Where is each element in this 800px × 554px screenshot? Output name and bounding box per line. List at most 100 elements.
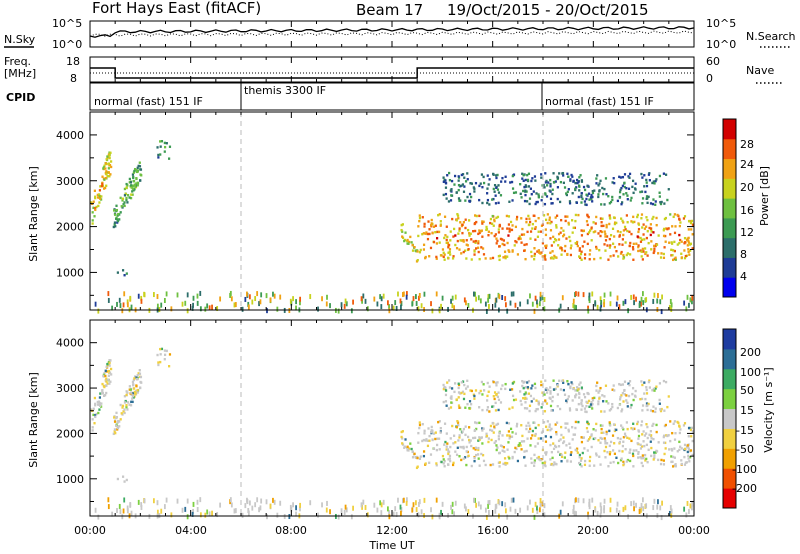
velocity-echo-cell <box>525 407 529 410</box>
velocity-echo-cell <box>418 499 421 505</box>
power-echo-cell <box>460 173 463 177</box>
velocity-echo-cell <box>501 501 504 507</box>
velocity-echo-cell <box>600 410 603 413</box>
power-echo-cell <box>569 178 572 181</box>
power-echo-cell <box>691 299 693 305</box>
power-echo-cell <box>118 297 121 303</box>
velocity-echo-cell <box>501 384 504 387</box>
power-echo-cell <box>424 232 427 235</box>
velocity-echo-cell <box>208 511 211 517</box>
velocity-echo-cell <box>591 407 594 410</box>
velocity-echo-cell <box>662 379 665 383</box>
power-echo-cell <box>560 226 563 230</box>
power-echo-cell <box>340 302 343 308</box>
y-tick-label: 4000 <box>56 129 84 142</box>
velocity-echo-cell <box>165 497 168 503</box>
colorbar-frame <box>722 328 737 509</box>
velocity-echo-cell <box>109 359 112 362</box>
velocity-echo-cell <box>211 510 213 516</box>
power-echo-cell <box>515 215 519 219</box>
power-echo-cell <box>430 218 433 222</box>
velocity-echo-cell <box>598 397 601 400</box>
power-echo-cell <box>544 181 547 184</box>
velocity-echo-cell <box>557 450 560 454</box>
velocity-echo-cell <box>657 499 659 505</box>
velocity-echo-cell <box>627 514 630 520</box>
power-echo-cell <box>680 240 683 243</box>
velocity-echo-cell <box>470 389 474 393</box>
power-echo-cell <box>497 191 501 194</box>
power-echo-cell <box>451 295 454 301</box>
power-echo-cell <box>561 295 564 301</box>
power-echo-cell <box>533 258 536 261</box>
power-echo-cell <box>138 165 142 168</box>
velocity-echo-cell <box>457 396 460 399</box>
velocity-echo-cell <box>605 432 608 436</box>
power-echo-cell <box>640 213 644 216</box>
power-echo-cell <box>586 232 589 236</box>
velocity-echo-cell <box>603 449 606 453</box>
velocity-echo-cell <box>641 409 644 412</box>
velocity-echo-cell <box>526 505 529 511</box>
power-echo-cell <box>679 221 682 224</box>
velocity-echo-cell <box>564 422 567 425</box>
velocity-echo-cell <box>640 420 644 423</box>
power-echo-cell <box>689 221 693 225</box>
velocity-echo-cell <box>551 395 554 399</box>
velocity-echo-cell <box>671 460 674 463</box>
velocity-echo-cell <box>186 514 189 520</box>
velocity-echo-cell <box>519 390 522 393</box>
velocity-echo-cell <box>536 508 539 514</box>
velocity-echo-cell <box>572 387 575 391</box>
power-echo-cell <box>501 242 504 246</box>
power-echo-cell <box>247 304 250 310</box>
power-echo-cell <box>136 166 139 170</box>
power-echo-cell <box>139 179 142 182</box>
velocity-echo-cell <box>139 386 142 389</box>
power-echo-cell <box>655 223 658 227</box>
power-echo-cell <box>574 187 577 191</box>
velocity-echo-cell <box>541 461 544 465</box>
velocity-echo-cell <box>565 444 568 447</box>
power-echo-cell <box>546 213 549 216</box>
velocity-echo-cell <box>518 442 521 445</box>
velocity-echo-cell <box>430 425 433 429</box>
velocity-echo-cell <box>562 388 565 392</box>
velocity-echo-cell <box>93 396 96 400</box>
velocity-echo-cell <box>509 388 512 391</box>
velocity-echo-cell <box>130 510 133 516</box>
velocity-echo-cell <box>98 396 102 399</box>
velocity-echo-cell <box>633 506 635 512</box>
power-echo-cell <box>680 252 683 255</box>
beam-label: Beam 17 <box>356 1 423 19</box>
velocity-echo-cell <box>576 451 579 454</box>
power-echo-cell <box>555 226 558 229</box>
velocity-echo-cell <box>360 502 363 508</box>
power-echo-cell <box>454 294 457 300</box>
velocity-echo-cell <box>615 428 618 432</box>
power-echo-cell <box>258 301 260 307</box>
power-echo-cell <box>620 202 623 206</box>
power-echo-cell <box>438 308 441 314</box>
velocity-echo-cell <box>105 377 108 380</box>
velocity-echo-cell <box>645 457 648 461</box>
velocity-echo-cell <box>525 392 528 396</box>
power-echo-cell <box>613 245 617 249</box>
power-echo-cell <box>588 295 591 301</box>
power-echo-cell <box>564 219 567 223</box>
velocity-echo-cell <box>494 401 497 405</box>
power-echo-cell <box>528 202 531 206</box>
power-echo-cell <box>659 202 663 206</box>
velocity-echo-cell <box>113 420 117 423</box>
power-echo-cell <box>457 183 461 187</box>
power-echo-cell <box>591 191 595 195</box>
velocity-echo-cell <box>467 435 470 439</box>
power-echo-cell <box>444 234 447 237</box>
power-echo-cell <box>506 241 509 245</box>
velocity-echo-cell <box>429 453 433 456</box>
power-echo-cell <box>441 248 445 251</box>
velocity-echo-cell <box>540 383 543 387</box>
velocity-echo-cell <box>485 432 488 436</box>
power-echo-cell <box>123 204 126 208</box>
power-echo-cell <box>478 257 481 261</box>
